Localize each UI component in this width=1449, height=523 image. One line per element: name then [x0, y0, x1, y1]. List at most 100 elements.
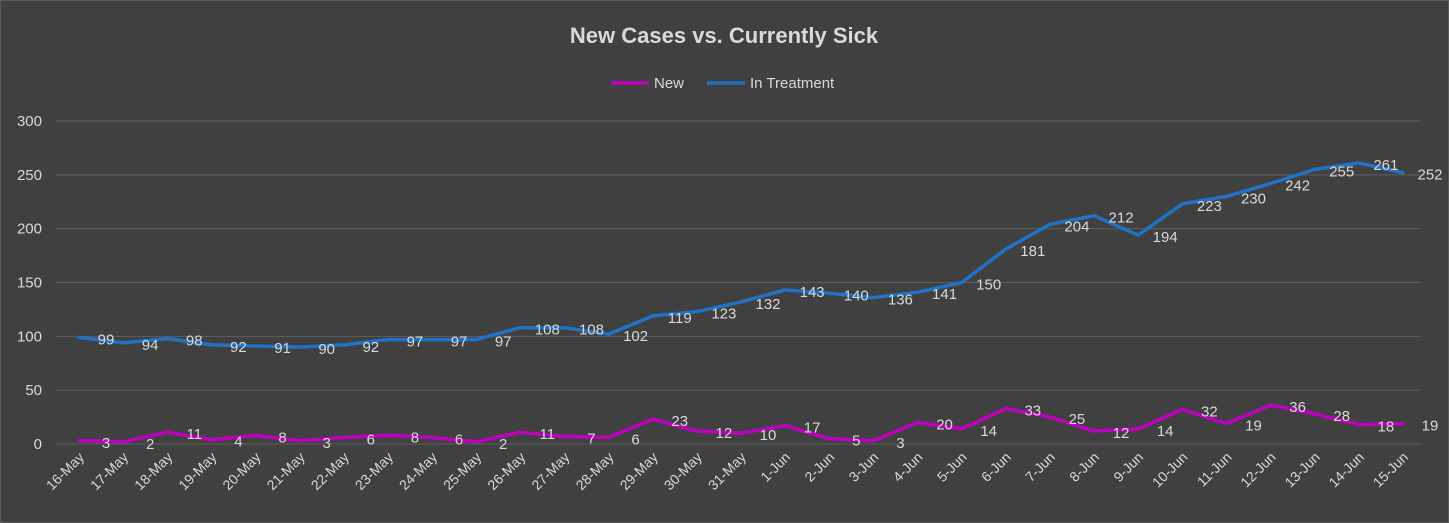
x-tick-label: 28-May — [572, 449, 616, 493]
data-point-in-treatment — [783, 288, 787, 292]
data-label-new: 36 — [1289, 399, 1306, 416]
data-point-new — [871, 439, 875, 443]
data-label-in-treatment: 123 — [711, 306, 736, 323]
x-tick-label: 30-May — [661, 449, 705, 493]
data-label-in-treatment: 99 — [98, 331, 115, 348]
data-point-in-treatment — [254, 344, 258, 348]
data-label-in-treatment: 92 — [230, 339, 247, 356]
x-tick-label: 10-Jun — [1149, 449, 1191, 491]
data-label-in-treatment: 242 — [1285, 177, 1310, 194]
data-point-in-treatment — [209, 343, 213, 347]
x-tick-label: 29-May — [617, 449, 661, 493]
y-tick-label: 0 — [34, 436, 42, 453]
x-tick-label: 11-Jun — [1194, 449, 1235, 490]
x-tick-label: 19-May — [175, 449, 219, 493]
data-label-new: 23 — [671, 413, 688, 430]
x-tick-label: 26-May — [484, 449, 528, 493]
data-point-new — [695, 429, 699, 433]
data-label-new: 19 — [1422, 418, 1439, 435]
data-point-in-treatment — [386, 338, 390, 342]
data-label-new: 5 — [852, 433, 860, 450]
data-point-in-treatment — [1136, 233, 1140, 237]
x-tick-label: 12-Jun — [1237, 449, 1279, 491]
data-point-in-treatment — [695, 310, 699, 314]
data-label-new: 11 — [186, 426, 202, 443]
data-label-new: 17 — [804, 420, 821, 437]
data-label-new: 32 — [1201, 404, 1218, 421]
data-point-in-treatment — [1269, 181, 1273, 185]
data-label-in-treatment: 91 — [274, 340, 291, 357]
data-label-new: 11 — [540, 426, 556, 443]
data-point-new — [298, 439, 302, 443]
data-point-in-treatment — [1401, 171, 1405, 175]
data-label-in-treatment: 108 — [535, 322, 560, 339]
data-label-in-treatment: 97 — [407, 334, 424, 351]
data-label-new: 3 — [102, 435, 110, 452]
data-point-new — [474, 440, 478, 444]
data-label-new: 14 — [980, 423, 997, 440]
data-label-in-treatment: 255 — [1329, 163, 1354, 180]
x-tick-label: 5-Jun — [934, 449, 970, 485]
data-point-new — [386, 433, 390, 437]
y-tick-label: 150 — [17, 275, 42, 292]
data-label-new: 2 — [499, 436, 507, 453]
data-label-in-treatment: 150 — [976, 277, 1001, 294]
data-point-new — [562, 434, 566, 438]
x-tick-label: 6-Jun — [978, 449, 1014, 485]
data-point-new — [1004, 406, 1008, 410]
data-label-in-treatment: 108 — [579, 322, 604, 339]
legend: New In Treatment — [611, 75, 835, 92]
data-label-in-treatment: 140 — [844, 287, 869, 304]
data-label-new: 7 — [587, 430, 595, 447]
series-group — [77, 161, 1405, 444]
data-point-in-treatment — [342, 343, 346, 347]
data-point-new — [254, 433, 258, 437]
x-tick-label: 1-Jun — [757, 449, 793, 485]
x-tick-label: 17-May — [87, 449, 131, 493]
data-point-new — [607, 436, 611, 440]
data-label-new: 10 — [760, 427, 777, 444]
data-label-in-treatment: 119 — [668, 310, 692, 327]
data-point-in-treatment — [916, 290, 920, 294]
data-point-in-treatment — [518, 326, 522, 330]
data-point-in-treatment — [871, 296, 875, 300]
data-point-new — [1136, 427, 1140, 431]
data-label-new: 19 — [1245, 418, 1262, 435]
data-label-new: 14 — [1157, 423, 1174, 440]
series-line-in-treatment — [77, 161, 1405, 349]
x-tick-label: 3-Jun — [845, 449, 881, 485]
x-tick-label: 27-May — [528, 449, 572, 493]
gridlines — [56, 120, 1421, 445]
data-point-in-treatment — [827, 291, 831, 295]
legend-label-new: New — [654, 75, 684, 92]
data-label-in-treatment: 181 — [1020, 243, 1045, 260]
x-tick-label: 2-Jun — [801, 449, 837, 485]
data-point-in-treatment — [1092, 214, 1096, 218]
data-label-new: 8 — [278, 429, 286, 446]
data-label-new: 6 — [631, 432, 639, 449]
data-label-in-treatment: 102 — [623, 328, 648, 345]
data-label-new: 6 — [367, 432, 375, 449]
data-label-new: 12 — [1113, 425, 1130, 442]
data-label-in-treatment: 194 — [1153, 229, 1178, 246]
x-tick-label: 15-Jun — [1370, 449, 1412, 491]
x-tick-label: 14-Jun — [1325, 449, 1367, 491]
data-point-in-treatment — [607, 332, 611, 336]
x-tick-label: 23-May — [352, 449, 396, 493]
y-axis: 0 50 100 150 200 250 300 — [17, 113, 42, 453]
data-label-in-treatment: 141 — [932, 286, 957, 303]
data-point-in-treatment — [1048, 222, 1052, 226]
x-axis: 16-May 17-May 18-May 19-May 20-May 21-May 22-M… — [43, 449, 1411, 493]
data-point-in-treatment — [739, 300, 743, 304]
data-point-in-treatment — [121, 341, 125, 345]
data-label-in-treatment: 136 — [888, 292, 913, 309]
data-label-new: 18 — [1378, 419, 1395, 436]
data-label-in-treatment: 252 — [1417, 167, 1442, 184]
x-tick-label: 9-Jun — [1110, 449, 1146, 485]
data-label-in-treatment: 132 — [755, 296, 780, 313]
data-label-new: 20 — [936, 416, 953, 433]
data-point-in-treatment — [1313, 167, 1317, 171]
x-tick-label: 21-May — [263, 449, 307, 493]
data-point-new — [783, 424, 787, 428]
